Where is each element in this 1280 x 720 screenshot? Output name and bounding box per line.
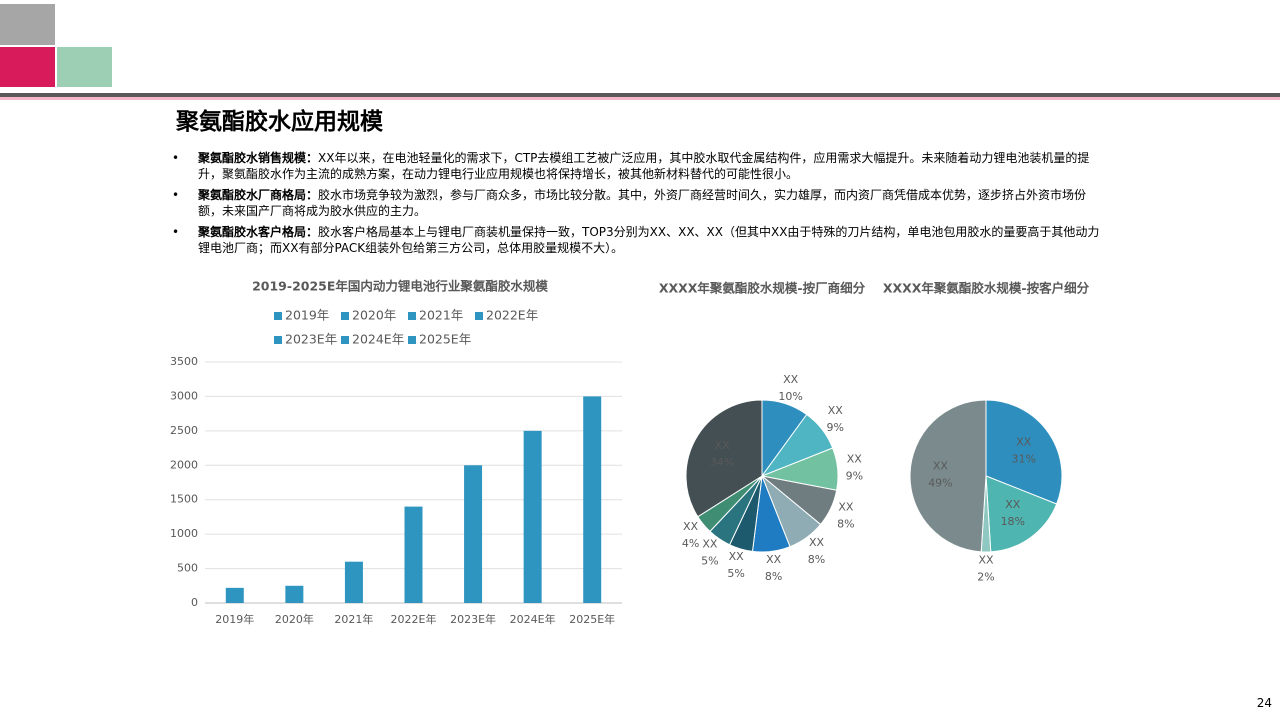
y-tick-label: 3500: [170, 355, 198, 368]
bullet-head: 聚氨酯胶水厂商格局：: [198, 188, 319, 202]
header-rule: [0, 93, 1280, 97]
deco-square: [57, 47, 112, 87]
pie-slice: [985, 475, 1058, 553]
legend-label: 2024E年: [352, 332, 404, 347]
deco-square: [0, 4, 55, 45]
slice-label: 34%: [710, 456, 734, 469]
y-tick-label: 1000: [170, 527, 198, 540]
x-tick-label: 2020年: [275, 612, 314, 626]
bar: [523, 430, 542, 603]
x-tick-label: 2025E年: [569, 612, 615, 626]
bar: [583, 396, 602, 603]
x-tick-label: 2019年: [215, 612, 254, 626]
slice-name: XX: [783, 373, 799, 386]
bullet-text: 胶水市场竞争较为激烈，参与厂商众多，市场比较分散。其中，外资厂商经营时间久，实力…: [198, 188, 1087, 218]
slice-name: XX: [702, 538, 718, 551]
slice-label: 5%: [701, 555, 718, 568]
legend-label: 2023E年: [285, 332, 337, 347]
slice-label: 49%: [928, 477, 952, 490]
slice-name: XX: [715, 439, 731, 452]
slice-label: 10%: [778, 390, 802, 403]
x-tick-label: 2024E年: [510, 612, 556, 626]
slice-name: XX: [978, 554, 994, 567]
slice-label: 18%: [1001, 515, 1025, 528]
bullet-head: 聚氨酯胶水销售规模：: [198, 151, 319, 165]
bullet-text: 胶水客户格局基本上与锂电厂商装机量保持一致，TOP3分别为XX、XX、XX（但其…: [198, 225, 1100, 255]
slice-name: XX: [933, 460, 949, 473]
legend-swatch: [408, 312, 416, 320]
x-tick-label: 2021年: [334, 612, 373, 626]
legend-swatch: [274, 336, 282, 344]
y-tick-label: 0: [191, 596, 198, 609]
slice-label: 8%: [765, 570, 782, 583]
slice-name: XX: [729, 550, 745, 563]
bullet-list: 聚氨酯胶水销售规模：XX年以来，在电池轻量化的需求下，CTP去模组工艺被广泛应用…: [172, 150, 1102, 261]
pie-slice: [985, 399, 1063, 505]
slice-name: XX: [828, 404, 844, 417]
x-tick-label: 2023E年: [450, 612, 496, 626]
slice-label: 9%: [827, 421, 844, 434]
deco-square: [0, 47, 55, 87]
chart-title: XXXX年聚氨酯胶水规模-按客户细分: [883, 281, 1090, 296]
bullet: 聚氨酯胶水销售规模：XX年以来，在电池轻量化的需求下，CTP去模组工艺被广泛应用…: [172, 150, 1102, 182]
legend-label: 2020年: [352, 308, 396, 323]
slice-label: 5%: [727, 567, 744, 580]
chart-title: 2019-2025E年国内动力锂电池行业聚氨酯胶水规模: [252, 279, 548, 294]
legend-label: 2022E年: [486, 308, 538, 323]
bullet: 聚氨酯胶水客户格局：胶水客户格局基本上与锂电厂商装机量保持一致，TOP3分别为X…: [172, 224, 1102, 256]
legend-label: 2019年: [285, 308, 329, 323]
legend-swatch: [475, 312, 483, 320]
legend-swatch: [274, 312, 282, 320]
slice-name: XX: [766, 553, 782, 566]
bar: [285, 585, 304, 603]
legend-swatch: [408, 336, 416, 344]
slice-label: 2%: [977, 571, 994, 584]
slice-label: 4%: [682, 537, 699, 550]
slice-name: XX: [847, 452, 863, 465]
slice-name: XX: [838, 500, 854, 513]
legend-swatch: [341, 312, 349, 320]
y-tick-label: 1500: [170, 493, 198, 506]
slide-title: 聚氨酯胶水应用规模: [176, 109, 383, 135]
slice-label: 8%: [837, 517, 854, 530]
slice-label: 9%: [846, 469, 863, 482]
y-tick-label: 3000: [170, 389, 198, 402]
bar: [464, 465, 483, 603]
slice-label: 8%: [808, 553, 825, 566]
y-tick-label: 2500: [170, 424, 198, 437]
y-tick-label: 2000: [170, 458, 198, 471]
y-tick-label: 500: [177, 562, 198, 575]
slice-name: XX: [683, 520, 699, 533]
page-number: 24: [1256, 696, 1272, 710]
bar: [404, 506, 423, 603]
bullet: 聚氨酯胶水厂商格局：胶水市场竞争较为激烈，参与厂商众多，市场比较分散。其中，外资…: [172, 187, 1102, 219]
slice-label: 31%: [1011, 452, 1035, 465]
slice-name: XX: [809, 536, 825, 549]
legend-swatch: [341, 336, 349, 344]
slice-name: XX: [1016, 435, 1032, 448]
header-rule: [0, 97, 1280, 100]
legend-label: 2025E年: [419, 332, 471, 347]
slice-name: XX: [1005, 498, 1021, 511]
pie-slice: [909, 399, 987, 553]
legend-label: 2021年: [419, 308, 463, 323]
bar: [344, 561, 363, 603]
bullet-head: 聚氨酯胶水客户格局：: [198, 225, 319, 239]
bullet-text: XX年以来，在电池轻量化的需求下，CTP去模组工艺被广泛应用，其中胶水取代金属结…: [198, 151, 1090, 181]
bar: [225, 587, 244, 603]
pie-slice: [685, 399, 763, 518]
chart-title: XXXX年聚氨酯胶水规模-按厂商细分: [659, 281, 866, 296]
x-tick-label: 2022E年: [391, 612, 437, 626]
